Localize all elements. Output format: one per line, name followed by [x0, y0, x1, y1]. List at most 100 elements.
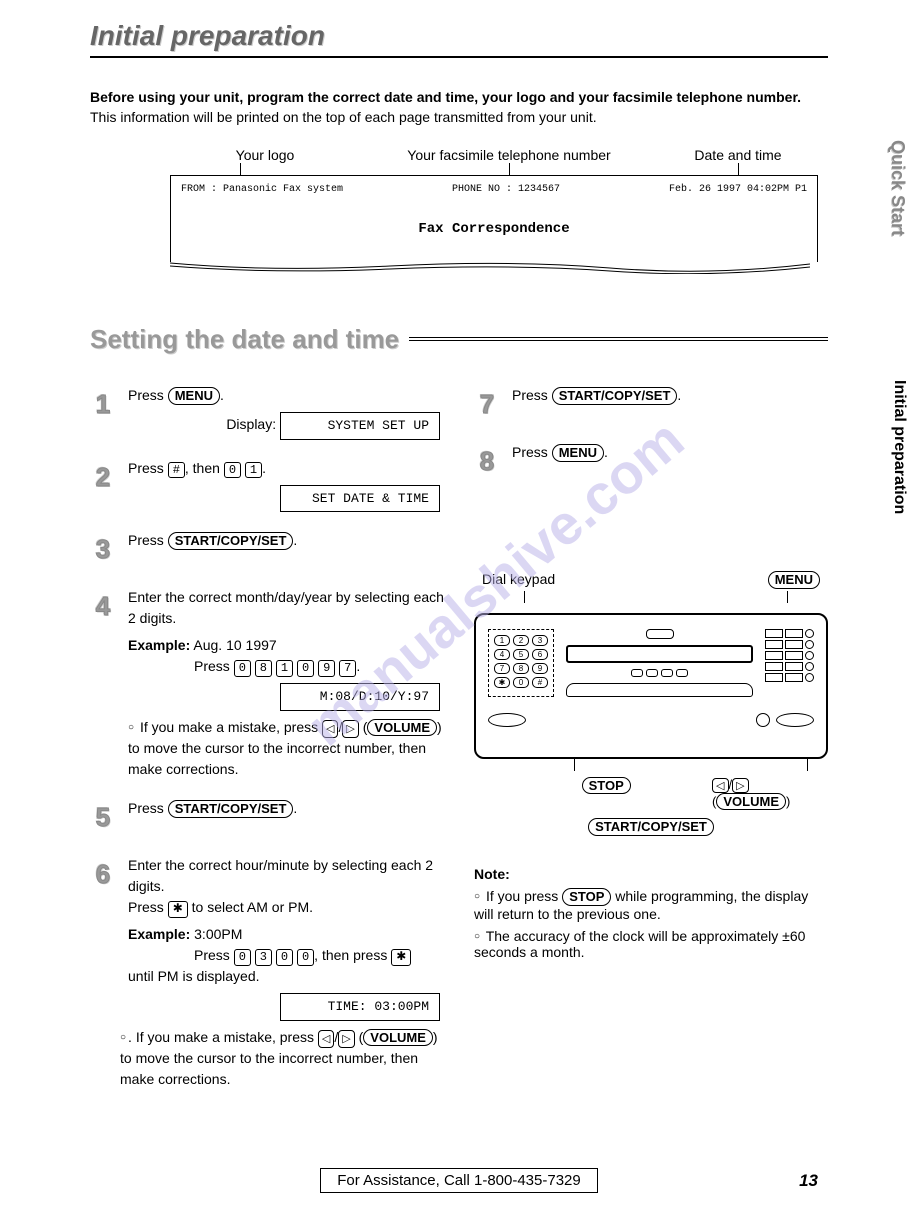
start-button: START/COPY/SET — [168, 532, 294, 550]
fax-correspondence: Fax Correspondence — [181, 221, 807, 237]
device-illustration: 123 456 789 ✱0# — [474, 613, 828, 759]
step3-text-b: . — [293, 532, 297, 548]
kp-6: 6 — [532, 649, 548, 660]
section-title: Setting the date and time — [90, 324, 399, 355]
step4-text: Enter the correct month/day/year by sele… — [128, 589, 444, 626]
intro-bold: Before using your unit, program the corr… — [90, 88, 828, 108]
step6-press-b: , then press — [314, 947, 391, 963]
left-arrow-key: ◁ — [318, 1030, 334, 1049]
header-label-date: Date and time — [658, 147, 818, 163]
lcd — [566, 645, 753, 663]
example-text-4: Aug. 10 1997 — [193, 637, 276, 653]
left-arrow-key: ◁ — [712, 778, 728, 793]
note-title: Note: — [474, 866, 828, 882]
step7-text-a: Press — [512, 387, 552, 403]
right-arrow-key: ▷ — [732, 778, 748, 793]
step2-text-c: . — [262, 460, 266, 476]
mistake4-b: ( — [359, 719, 368, 735]
step1-text-a: Press — [128, 387, 168, 403]
step6-press-c: until PM is displayed. — [128, 968, 260, 984]
center-panel — [564, 629, 755, 697]
kp-3: 3 — [532, 635, 548, 646]
right-arrow-key: ▷ — [342, 720, 358, 739]
step-num-4: 4 — [90, 587, 116, 780]
kp-hash: # — [532, 677, 548, 688]
key-7: 7 — [339, 660, 356, 676]
kp-9: 9 — [532, 663, 548, 674]
key-9: 9 — [318, 660, 335, 676]
key-8: 8 — [255, 660, 272, 676]
step7-text-b: . — [677, 387, 681, 403]
key-0: 0 — [234, 660, 251, 676]
label-dial-keypad: Dial keypad — [482, 571, 555, 589]
kp-star: ✱ — [494, 677, 510, 688]
key-1: 1 — [276, 660, 293, 676]
step6-star-b: to select AM or PM. — [188, 899, 313, 915]
step6-star-a: Press — [128, 899, 168, 915]
key-0: 0 — [297, 949, 314, 965]
star-key: ✱ — [168, 901, 188, 917]
start-button: START/COPY/SET — [168, 800, 294, 818]
step-num-7: 7 — [474, 385, 500, 424]
step4-press: Press — [194, 658, 234, 674]
step6-text: Enter the correct hour/minute by selecti… — [128, 857, 433, 894]
example-label-4: Example: — [128, 637, 190, 653]
kp-4: 4 — [494, 649, 510, 660]
star-key: ✱ — [391, 949, 411, 965]
step3-text-a: Press — [128, 532, 168, 548]
step5-text-b: . — [293, 800, 297, 816]
step2-text-a: Press — [128, 460, 168, 476]
display-date: M:08/D:10/Y:97 — [280, 683, 440, 711]
step-num-1: 1 — [90, 385, 116, 440]
device-stop — [488, 713, 526, 727]
display-time: TIME: 03:00PM — [280, 993, 440, 1021]
mistake4-a: If you make a mistake, press — [140, 719, 322, 735]
device-menu-btn — [646, 629, 674, 639]
kp-2: 2 — [513, 635, 529, 646]
section-rule — [409, 337, 828, 343]
step-num-2: 2 — [90, 458, 116, 513]
label-volume: VOLUME — [716, 793, 786, 811]
assistance-box: For Assistance, Call 1-800-435-7329 — [320, 1168, 597, 1193]
header-label-phone: Your facsimile telephone number — [360, 147, 658, 163]
keypad: 123 456 789 ✱0# — [488, 629, 554, 697]
step1-text-b: . — [220, 387, 224, 403]
step8-text-b: . — [604, 444, 608, 460]
key-1: 1 — [245, 462, 262, 478]
wavy-border — [170, 262, 810, 274]
hash-key: # — [168, 462, 185, 478]
key-0: 0 — [234, 949, 251, 965]
volume-button: VOLUME — [363, 1029, 433, 1047]
mistake6-a: If you make a mistake, press — [136, 1029, 318, 1045]
fax-from: FROM : Panasonic Fax system — [181, 184, 343, 195]
intro-text: This information will be printed on the … — [90, 108, 828, 128]
step-num-3: 3 — [90, 530, 116, 569]
fax-phone: PHONE NO : 1234567 — [452, 184, 560, 195]
label-start: START/COPY/SET — [588, 818, 714, 836]
device-oval — [776, 713, 814, 727]
step5-text-a: Press — [128, 800, 168, 816]
label-stop: STOP — [582, 777, 631, 795]
key-0: 0 — [276, 949, 293, 965]
key-0: 0 — [224, 462, 241, 478]
header-label-logo: Your logo — [170, 147, 360, 163]
key-3: 3 — [255, 949, 272, 965]
fax-date: Feb. 26 1997 04:02PM P1 — [669, 184, 807, 195]
fax-header-sample: FROM : Panasonic Fax system PHONE NO : 1… — [170, 175, 818, 262]
step2-text-b: , then — [185, 460, 224, 476]
mistake6-b: ( — [355, 1029, 364, 1045]
kp-7: 7 — [494, 663, 510, 674]
display-system-setup: SYSTEM SET UP — [280, 412, 440, 440]
kp-5: 5 — [513, 649, 529, 660]
step6-press: Press — [194, 947, 234, 963]
key-0: 0 — [297, 660, 314, 676]
start-bar — [566, 683, 753, 697]
menu-button: MENU — [168, 387, 220, 405]
stop-button: STOP — [562, 888, 611, 906]
example-text-6: 3:00PM — [194, 926, 242, 942]
note1-a: If you press — [486, 888, 562, 904]
left-arrow-key: ◁ — [322, 720, 338, 739]
page-number: 13 — [799, 1171, 818, 1190]
device-vol — [756, 713, 770, 727]
example-label-6: Example: — [128, 926, 190, 942]
